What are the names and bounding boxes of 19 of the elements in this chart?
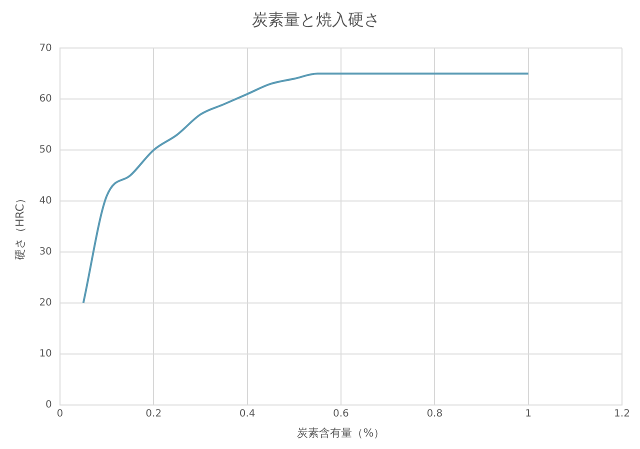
- y-tick-label: 30: [39, 246, 52, 258]
- y-tick-label: 10: [39, 348, 52, 360]
- y-axis-title: 硬さ（HRC）: [13, 192, 26, 260]
- y-tick-label: 70: [39, 42, 52, 54]
- y-tick-label: 20: [39, 298, 52, 309]
- y-tick-label: 50: [39, 144, 52, 156]
- x-tick-label: 0.6: [333, 408, 349, 420]
- x-tick-label: 0.8: [426, 408, 443, 420]
- x-tick-label: 1.2: [614, 408, 630, 420]
- x-axis-title: 炭素含有量（%）: [297, 426, 385, 440]
- line-series: [82, 72, 530, 304]
- x-tick-label: 0.2: [146, 408, 162, 420]
- x-tick-label: 1: [525, 408, 532, 420]
- x-tick-label: 0.4: [239, 408, 256, 420]
- y-tick-label: 40: [39, 196, 52, 207]
- y-tick-label: 60: [39, 94, 52, 105]
- chart-title: 炭素量と焼入硬さ: [252, 10, 380, 29]
- y-tick-label: 0: [46, 399, 52, 410]
- x-tick-label: 0: [56, 408, 64, 420]
